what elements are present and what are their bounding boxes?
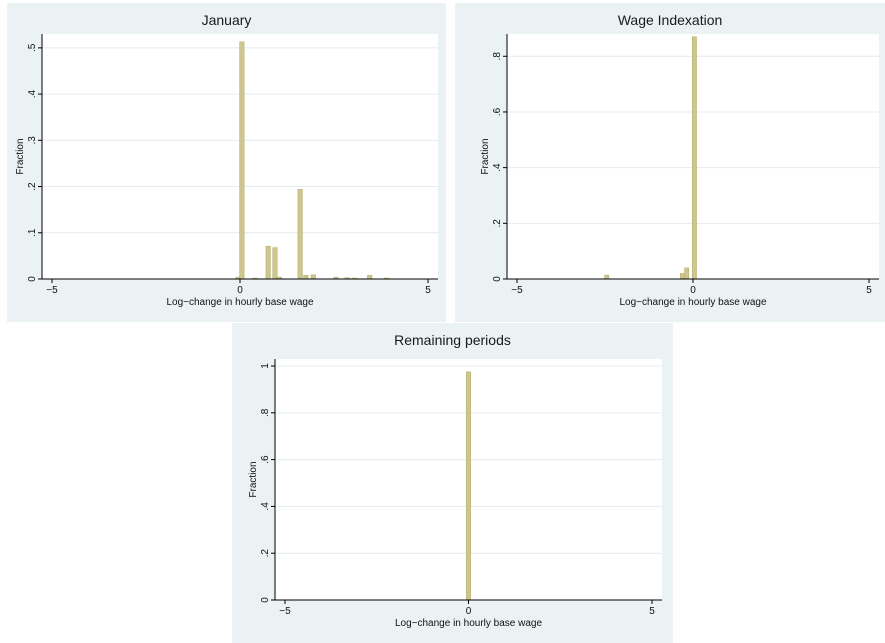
y-axis-label: Fraction <box>480 138 491 174</box>
x-axis-label: Log−change in hourly base wage <box>619 297 766 308</box>
y-axis-label: Fraction <box>248 461 259 497</box>
x-tick-label: 5 <box>649 606 655 617</box>
chart-title: January <box>202 12 252 28</box>
chart-january: January 0 .1 .2 .3 .4 .5 −5 0 5 Log−change in hour… <box>15 12 438 308</box>
y-tick-label: .4 <box>260 502 271 511</box>
histogram-bar <box>303 275 309 280</box>
y-tick-label: .8 <box>492 52 503 61</box>
x-tick-label: −5 <box>511 285 523 296</box>
x-tick-label: 0 <box>237 285 243 296</box>
histogram-bar <box>310 274 316 280</box>
histogram-bar <box>684 267 690 280</box>
y-tick-label: 1 <box>260 363 271 369</box>
y-tick-label: .1 <box>27 228 38 237</box>
y-tick-label: .2 <box>492 219 503 228</box>
histogram-bar <box>265 245 271 280</box>
histogram-bar <box>692 36 697 280</box>
y-tick-label: .6 <box>492 107 503 116</box>
chart-wage-indexation: Wage Indexation 0 .2 .4 .6 .8 −5 0 5 Log−change i… <box>480 12 879 308</box>
y-tick-label: .2 <box>27 182 38 191</box>
x-axis-label: Log−change in hourly base wage <box>395 618 542 629</box>
histogram-bar <box>239 41 245 280</box>
x-axis-label: Log−change in hourly base wage <box>166 297 313 308</box>
histogram-bar <box>604 274 610 280</box>
x-tick-label: 0 <box>690 285 696 296</box>
x-tick-label: −5 <box>279 606 291 617</box>
y-tick-label: 0 <box>492 276 503 282</box>
chart-title: Remaining periods <box>394 332 511 348</box>
y-tick-label: 0 <box>260 597 271 603</box>
x-tick-label: 5 <box>425 285 431 296</box>
y-axis-label: Fraction <box>15 138 26 174</box>
x-tick-label: 0 <box>466 606 472 617</box>
histogram-bar <box>680 273 685 280</box>
panel-remaining-periods: Remaining periods 0 .2 .4 .6 .8 1 −5 0 5 Log−chang… <box>232 323 673 643</box>
panel-wage-indexation: Wage Indexation 0 .2 .4 .6 .8 −5 0 5 Log−change i… <box>455 3 885 322</box>
chart-title: Wage Indexation <box>618 12 723 28</box>
histogram-bar <box>272 247 278 280</box>
y-tick-label: .4 <box>27 89 38 98</box>
histogram-bar <box>466 371 471 601</box>
y-tick-label: .5 <box>27 43 38 52</box>
histogram-bar <box>367 275 373 280</box>
y-tick-label: .6 <box>260 455 271 464</box>
y-tick-label: .8 <box>260 408 271 417</box>
y-tick-label: .3 <box>27 136 38 145</box>
histogram-bar <box>297 189 303 280</box>
y-tick-label: 0 <box>27 276 38 282</box>
x-tick-label: −5 <box>46 285 58 296</box>
y-tick-label: .4 <box>492 163 503 172</box>
chart-remaining-periods: Remaining periods 0 .2 .4 .6 .8 1 −5 0 5 Log−chang… <box>248 332 662 629</box>
y-tick-label: .2 <box>260 549 271 558</box>
x-tick-label: 5 <box>866 285 872 296</box>
panel-january: January 0 .1 .2 .3 .4 .5 −5 0 5 Log−change in hour… <box>7 3 446 322</box>
